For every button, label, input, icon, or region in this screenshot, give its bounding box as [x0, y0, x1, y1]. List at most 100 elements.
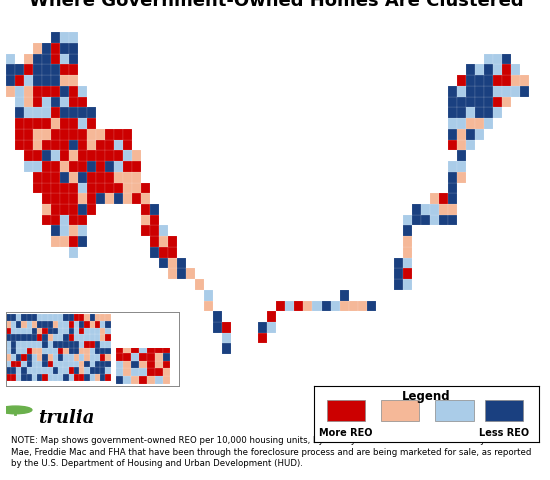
Bar — [32, 354, 37, 361]
Bar — [69, 118, 78, 129]
Bar — [69, 75, 78, 86]
Bar — [132, 193, 141, 204]
Bar — [123, 345, 131, 353]
Bar — [37, 321, 42, 328]
Bar — [84, 348, 90, 354]
Bar — [448, 108, 457, 118]
Bar — [139, 345, 147, 353]
Bar — [150, 215, 159, 226]
Bar — [14, 86, 24, 96]
Bar — [47, 321, 53, 328]
Bar — [16, 321, 21, 328]
Bar — [448, 161, 457, 172]
Bar — [84, 314, 90, 321]
Bar — [63, 354, 69, 361]
Bar — [484, 75, 493, 86]
Bar — [114, 182, 123, 193]
Bar — [47, 354, 53, 361]
Bar — [95, 354, 100, 361]
Bar — [159, 247, 168, 258]
Bar — [51, 75, 60, 86]
Bar — [58, 341, 63, 348]
Bar — [16, 314, 21, 321]
Bar — [100, 314, 106, 321]
Bar — [90, 348, 95, 354]
Bar — [186, 268, 195, 279]
Bar — [24, 108, 32, 118]
Bar — [47, 314, 53, 321]
Bar — [87, 204, 96, 215]
Bar — [90, 314, 95, 321]
Bar — [78, 118, 87, 129]
Bar — [439, 215, 448, 226]
Bar — [32, 314, 37, 321]
Bar — [42, 96, 51, 108]
Bar — [60, 226, 69, 236]
Bar — [457, 118, 466, 129]
Bar — [168, 247, 177, 258]
Bar — [163, 376, 170, 384]
Bar — [26, 361, 32, 367]
Bar — [51, 108, 60, 118]
Bar — [26, 314, 32, 321]
Bar — [37, 374, 42, 381]
Bar — [63, 321, 69, 328]
Bar — [95, 348, 100, 354]
Bar — [42, 75, 51, 86]
Bar — [47, 334, 53, 341]
Bar — [26, 334, 32, 341]
Bar — [95, 367, 100, 374]
Bar — [69, 236, 78, 247]
Bar — [484, 64, 493, 75]
Bar — [155, 345, 163, 353]
Bar — [51, 43, 60, 54]
Bar — [105, 193, 114, 204]
Bar — [60, 43, 69, 54]
Bar — [131, 360, 139, 369]
Bar — [11, 367, 16, 374]
Bar — [42, 140, 51, 150]
Bar — [78, 129, 87, 140]
Bar — [163, 345, 170, 353]
Bar — [42, 314, 47, 321]
Bar — [267, 322, 277, 333]
Bar — [32, 86, 42, 96]
Bar — [60, 182, 69, 193]
Bar — [32, 118, 42, 129]
Bar — [123, 353, 131, 360]
Bar — [159, 226, 168, 236]
Bar — [32, 334, 37, 341]
Bar — [63, 341, 69, 348]
Bar — [26, 367, 32, 374]
Bar — [6, 341, 11, 348]
Bar — [26, 348, 32, 354]
Bar — [457, 96, 466, 108]
Bar — [195, 279, 204, 290]
Bar — [87, 193, 96, 204]
Bar — [475, 108, 484, 118]
Bar — [90, 367, 95, 374]
Bar — [11, 361, 16, 367]
Bar — [106, 361, 111, 367]
Bar — [79, 314, 84, 321]
Bar — [24, 54, 32, 64]
Bar — [141, 204, 150, 215]
Bar — [69, 43, 78, 54]
Bar — [84, 321, 90, 328]
Bar — [511, 75, 520, 86]
Bar — [96, 150, 105, 161]
Bar — [69, 54, 78, 64]
Bar — [331, 300, 339, 312]
Bar — [51, 140, 60, 150]
Bar — [105, 150, 114, 161]
Bar — [312, 300, 322, 312]
Bar — [457, 129, 466, 140]
Bar — [60, 193, 69, 204]
Bar — [37, 367, 42, 374]
Bar — [105, 182, 114, 193]
Bar — [42, 161, 51, 172]
Bar — [95, 321, 100, 328]
Bar — [58, 321, 63, 328]
Bar — [51, 226, 60, 236]
Bar — [484, 118, 493, 129]
